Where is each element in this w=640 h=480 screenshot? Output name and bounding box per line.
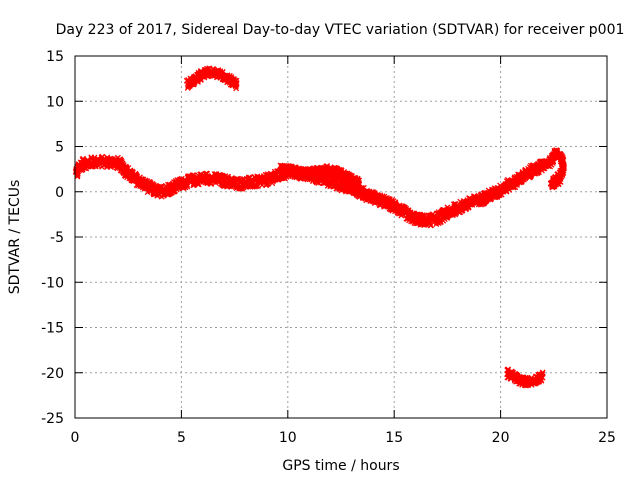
x-tick-label: 25 [598,430,616,446]
data-point [379,193,386,200]
data-point [182,184,189,191]
y-tick-label: 10 [46,94,64,110]
y-tick-label: -10 [41,275,64,291]
data-point [233,77,240,84]
x-tick-label: 20 [492,430,510,446]
x-tick-label: 5 [177,430,186,446]
data-point [557,178,564,185]
data-point [233,85,240,92]
chart-title: Day 223 of 2017, Sidereal Day-to-day VTE… [56,22,625,38]
data-point [91,154,98,161]
x-axis-label: GPS time / hours [282,458,399,474]
y-tick-label: -15 [41,321,64,337]
y-axis-label: SDTVAR / TECUs [7,180,23,295]
x-tick-label: 10 [279,430,297,446]
y-tick-label: -20 [41,366,64,382]
y-tick-label: 15 [46,49,64,65]
series-late-spike [539,147,568,191]
x-tick-label: 0 [71,430,80,446]
series-high-arc [183,65,240,92]
tick-layer: 0 5 10 15 20 25 -25 -20 -15 -10 -5 0 5 10 15 [41,49,616,446]
series-upper-branch [277,162,363,189]
data-point [520,175,527,182]
series-main-trace [72,153,547,229]
series-low-arc [504,366,546,389]
data-point [195,181,202,188]
y-tick-label: 0 [55,185,64,201]
y-tick-label: -5 [50,230,64,246]
data-point [355,180,362,187]
y-tick-label: 5 [55,140,64,156]
y-tick-label: -25 [41,411,64,427]
data-point [539,374,546,381]
data-point [355,182,362,189]
x-tick-label: 15 [385,430,403,446]
data-layer [72,65,568,389]
data-point [80,155,87,162]
data-point [556,172,563,179]
